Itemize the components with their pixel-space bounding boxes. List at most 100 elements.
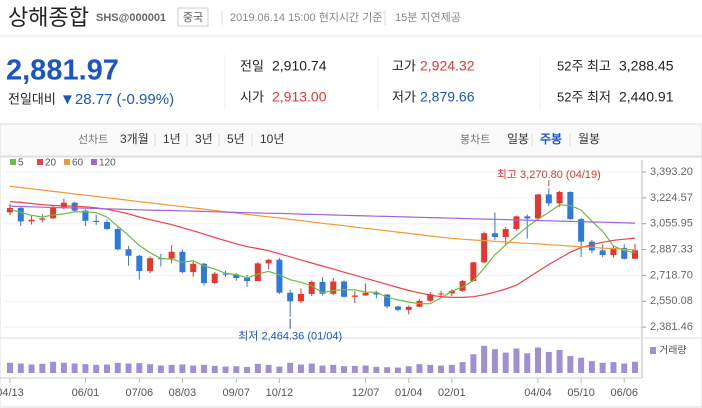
volume-bar xyxy=(394,367,401,373)
candle-body xyxy=(513,216,520,230)
legend-swatch xyxy=(37,159,43,165)
volume-bar xyxy=(136,363,143,373)
volume-bar xyxy=(71,363,78,373)
volume-bar xyxy=(438,365,445,373)
delay: 15분 지연제공 xyxy=(395,11,461,24)
volume-bar xyxy=(502,352,509,373)
volume-bar xyxy=(567,356,574,373)
candle-body xyxy=(545,194,552,204)
tab[interactable]: 10년 xyxy=(260,132,284,146)
volume-bar xyxy=(621,363,628,373)
x-tick-label: 06/06 xyxy=(610,387,638,399)
x-tick-label: 04/13 xyxy=(0,387,24,399)
x-tick-label: 10/12 xyxy=(266,387,294,399)
x-tick-label: 06/01 xyxy=(72,387,100,399)
volume-bar xyxy=(211,365,218,373)
volume-bar xyxy=(82,364,89,373)
legend-swatch xyxy=(10,159,16,165)
legend-label: 60 xyxy=(72,158,84,169)
legend-label: 20 xyxy=(45,158,57,169)
volume-bar xyxy=(491,349,498,373)
max-annotation: 최고 3,270.80 (04/19) xyxy=(497,168,601,181)
volume-bar xyxy=(7,362,13,373)
y-tick-label: 2,887.33 xyxy=(650,243,693,255)
candle-body xyxy=(599,250,606,255)
volume-bar xyxy=(28,364,35,373)
ma-line xyxy=(9,204,636,305)
index-code: SHS@000001 xyxy=(96,12,166,24)
candle-body xyxy=(556,191,563,204)
legend-label: 5 xyxy=(18,158,24,169)
candle-body xyxy=(211,273,218,284)
volume-bar xyxy=(416,364,423,373)
volume-bar xyxy=(308,363,315,373)
tab[interactable]: 일봉 xyxy=(507,132,529,146)
tab[interactable]: 5년 xyxy=(227,132,245,146)
candle-body xyxy=(438,293,445,295)
volume-bar xyxy=(244,366,251,373)
legend-swatch xyxy=(64,159,70,165)
candle-body xyxy=(502,229,509,238)
candle-body xyxy=(610,247,617,255)
candle-body xyxy=(200,263,207,284)
volume-bar xyxy=(632,361,638,373)
price: 2,881.97 xyxy=(6,55,119,87)
volume-bar xyxy=(103,364,110,373)
volume-bar xyxy=(341,366,348,373)
y-tick-label: 2,718.70 xyxy=(650,269,693,281)
candle-body xyxy=(384,294,391,307)
x-tick-label: 07/06 xyxy=(126,387,154,399)
x-tick-label: 01/04 xyxy=(395,387,423,399)
volume-bar xyxy=(405,366,412,373)
volume-bar xyxy=(470,354,477,373)
volume-swatch xyxy=(650,347,656,354)
stat-label: 고가 xyxy=(392,58,416,73)
stat-label: 전일 xyxy=(240,58,264,73)
ma-line xyxy=(9,205,636,224)
volume-bar xyxy=(448,364,455,373)
volume-bar xyxy=(179,364,186,373)
candle-body xyxy=(114,229,121,250)
legend-label: 120 xyxy=(99,158,116,169)
volume-bar xyxy=(125,363,132,373)
tab-group-label: 선차트 xyxy=(78,133,108,146)
candle-body xyxy=(28,219,35,222)
candle-body xyxy=(535,194,542,219)
tab[interactable]: 주봉 xyxy=(540,132,562,146)
candle-body xyxy=(276,259,283,293)
stat-value: 2,879.66 xyxy=(420,89,475,105)
volume-bar xyxy=(190,365,197,373)
country-box xyxy=(177,7,209,27)
candle-body xyxy=(330,281,337,294)
ma-line xyxy=(9,185,636,251)
volume-bar xyxy=(222,366,229,373)
volume-bar xyxy=(578,357,585,373)
tab[interactable]: 1년 xyxy=(163,132,181,146)
tab[interactable]: 3년 xyxy=(195,132,213,146)
candle-body xyxy=(481,233,488,263)
min-annotation: 최저 2,464.36 (01/04) xyxy=(238,330,342,343)
stat-value: 2,913.00 xyxy=(272,89,327,105)
candle-body xyxy=(147,258,154,272)
tab[interactable]: 월봉 xyxy=(578,132,600,146)
time: 2019.06.14 15:00 현지시간 기준 xyxy=(230,11,382,24)
candle-body xyxy=(362,292,369,296)
candle-body xyxy=(394,306,401,310)
volume-bar xyxy=(481,345,488,373)
x-tick-label: 12/07 xyxy=(352,387,380,399)
stat-value: 2,910.74 xyxy=(272,58,327,74)
volume-bar xyxy=(147,364,154,373)
volume-bar xyxy=(610,362,617,373)
tab[interactable]: 3개월 xyxy=(120,132,149,146)
volume-bar xyxy=(599,362,606,373)
x-tick-label: 02/01 xyxy=(438,387,466,399)
stat-value: 3,288.45 xyxy=(619,58,674,74)
candle-body xyxy=(405,306,412,310)
candle-body xyxy=(244,277,251,282)
y-tick-label: 2,550.08 xyxy=(650,295,693,307)
volume-bar xyxy=(200,364,207,373)
volume-bar xyxy=(362,365,369,373)
candle-body xyxy=(308,281,315,294)
x-tick-label: 04/04 xyxy=(524,387,552,399)
